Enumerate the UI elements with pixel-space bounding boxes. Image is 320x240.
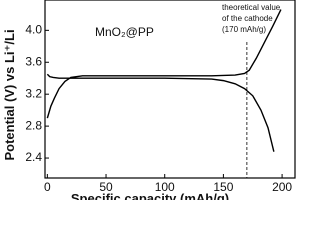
y-tick-label: 3.6 xyxy=(25,54,42,68)
plot-frame xyxy=(44,0,296,179)
chart: MnO₂@PP Specific capacity (mAh/g) Potent… xyxy=(2,0,296,200)
curve xyxy=(46,9,282,119)
y-tick-label: 4.0 xyxy=(25,23,42,37)
y-axis-label: Potential (V) vs Li⁺/Li xyxy=(2,29,17,160)
x-tick-label: 100 xyxy=(155,180,175,194)
annotation-text: of the cathode xyxy=(222,14,273,23)
x-tick-label: 200 xyxy=(272,180,292,194)
legend-label: MnO₂@PP xyxy=(95,25,154,39)
annotation-text: theoretical value xyxy=(222,3,281,12)
y-tick-label: 2.8 xyxy=(25,118,42,132)
x-tick-label: 50 xyxy=(99,180,113,194)
annotation-text: (170 mAh/g) xyxy=(222,25,266,34)
x-tick-label: 0 xyxy=(44,180,51,194)
x-axis-label: Specific capacity (mAh/g) xyxy=(71,191,229,200)
y-tick-label: 3.2 xyxy=(25,86,42,100)
y-tick-label: 2.4 xyxy=(25,150,42,164)
curve xyxy=(46,73,275,152)
x-tick-label: 150 xyxy=(213,180,233,194)
